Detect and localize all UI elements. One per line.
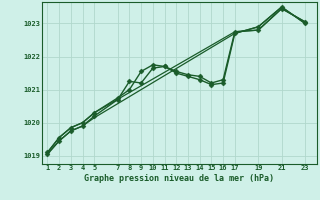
X-axis label: Graphe pression niveau de la mer (hPa): Graphe pression niveau de la mer (hPa) <box>84 174 274 183</box>
